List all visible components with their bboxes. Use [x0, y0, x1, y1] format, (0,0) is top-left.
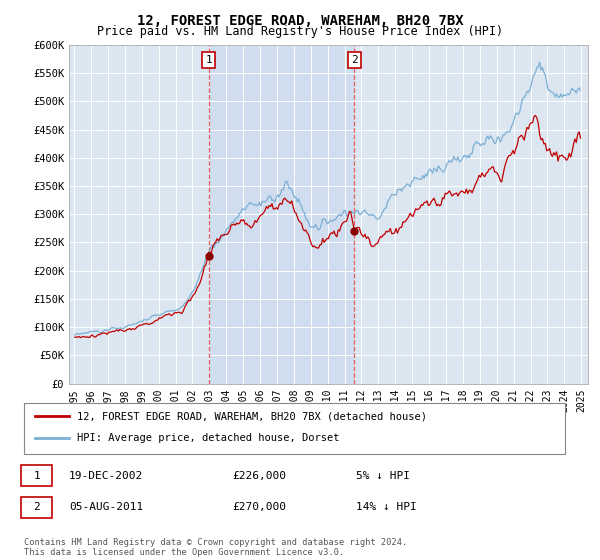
Text: 5% ↓ HPI: 5% ↓ HPI	[356, 470, 410, 480]
Text: 2: 2	[33, 502, 40, 512]
Text: 1: 1	[205, 55, 212, 65]
Text: 19-DEC-2002: 19-DEC-2002	[69, 470, 143, 480]
Text: 12, FOREST EDGE ROAD, WAREHAM, BH20 7BX (detached house): 12, FOREST EDGE ROAD, WAREHAM, BH20 7BX …	[77, 411, 427, 421]
FancyBboxPatch shape	[21, 465, 52, 486]
Text: 14% ↓ HPI: 14% ↓ HPI	[356, 502, 417, 512]
Text: Contains HM Land Registry data © Crown copyright and database right 2024.
This d: Contains HM Land Registry data © Crown c…	[24, 538, 407, 557]
Text: 2: 2	[351, 55, 358, 65]
Text: £226,000: £226,000	[232, 470, 286, 480]
Text: Price paid vs. HM Land Registry's House Price Index (HPI): Price paid vs. HM Land Registry's House …	[97, 25, 503, 38]
Text: £270,000: £270,000	[232, 502, 286, 512]
Bar	[209, 45, 355, 384]
FancyBboxPatch shape	[23, 403, 565, 454]
Text: 05-AUG-2011: 05-AUG-2011	[69, 502, 143, 512]
Text: 1: 1	[33, 470, 40, 480]
Text: 12, FOREST EDGE ROAD, WAREHAM, BH20 7BX: 12, FOREST EDGE ROAD, WAREHAM, BH20 7BX	[137, 14, 463, 28]
Text: HPI: Average price, detached house, Dorset: HPI: Average price, detached house, Dors…	[77, 433, 340, 444]
FancyBboxPatch shape	[21, 497, 52, 518]
